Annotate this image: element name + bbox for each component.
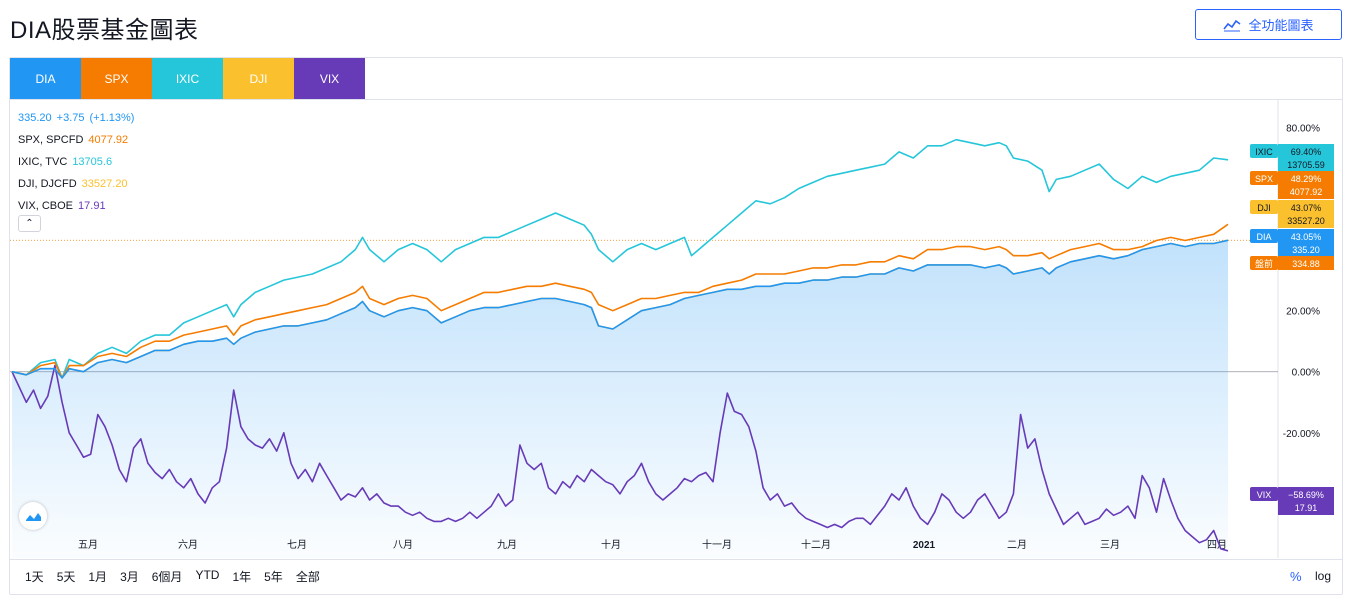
legend-row: IXIC, TVC 13705.6: [18, 151, 134, 173]
badge-box: [1278, 256, 1334, 270]
y-tick-label: -20.00%: [1283, 429, 1320, 440]
legend-value: 4077.92: [88, 134, 129, 146]
badge-name: 盤前: [1255, 258, 1273, 269]
legend: 335.20 +3.75 (+1.13%) SPX, SPCFD 4077.92 I…: [18, 107, 134, 217]
y-tick-label: 20.00%: [1286, 307, 1320, 318]
full-features-label: 全功能圖表: [1248, 18, 1314, 33]
range-button[interactable]: 1年: [232, 570, 252, 584]
legend-row: DJI, DJCFD 33527.20: [18, 173, 134, 195]
legend-value: 33527.20: [81, 178, 128, 190]
badge-tag: [1250, 256, 1278, 270]
legend-main-row: 335.20 +3.75 (+1.13%): [18, 107, 134, 129]
badge-box: [1278, 144, 1334, 172]
badge-box: [1278, 229, 1334, 257]
range-button[interactable]: 1月: [88, 570, 108, 584]
legend-symbol: IXIC, TVC: [18, 156, 68, 168]
badge-value: 4077.92: [1290, 187, 1323, 197]
tab-ixic[interactable]: IXIC: [152, 58, 223, 99]
range-button[interactable]: 5年: [264, 570, 283, 584]
legend-symbol: SPX, SPCFD: [18, 134, 84, 146]
bottom-divider: [10, 559, 1342, 560]
badge-name: DIA: [1256, 232, 1271, 242]
series-line-vix[interactable]: [11, 364, 1229, 552]
full-features-button[interactable]: 全功能圖表: [1195, 9, 1342, 40]
legend-symbol: DJI, DJCFD: [18, 178, 77, 190]
tab-vix[interactable]: VIX: [294, 58, 365, 99]
legend-row: VIX, CBOE 17.91: [18, 195, 134, 217]
page-title: DIA股票基金圖表: [10, 17, 199, 44]
range-button[interactable]: 3月: [120, 570, 139, 584]
tab-spx[interactable]: SPX: [81, 58, 152, 99]
badge-tag: [1250, 200, 1278, 214]
tab-divider: [10, 99, 1342, 100]
log-scale-button[interactable]: log: [1315, 569, 1332, 583]
range-button[interactable]: 全部: [295, 570, 320, 584]
series-line-ixic[interactable]: [11, 138, 1229, 379]
chart-icon: [1223, 19, 1241, 31]
badge-pct: 43.05%: [1291, 232, 1322, 242]
legend-collapse-button[interactable]: ⌃: [18, 215, 41, 232]
tab-dia[interactable]: DIA: [10, 58, 81, 99]
percent-scale-button[interactable]: %: [1290, 569, 1302, 584]
badge-name: DJI: [1257, 203, 1271, 213]
legend-symbol: VIX, CBOE: [18, 200, 74, 212]
legend-main-price: 335.20: [18, 112, 52, 124]
badge-box: [1278, 200, 1334, 228]
series-line-dia[interactable]: [11, 239, 1229, 379]
badge-pct: 48.29%: [1291, 174, 1322, 184]
legend-value: 13705.6: [72, 156, 113, 168]
range-button[interactable]: 5天: [56, 570, 76, 584]
dia-area-fill: [12, 240, 1228, 558]
range-selector: 1天 5天 1月 3月 6個月 YTD 1年 5年 全部: [25, 568, 333, 585]
legend-main-change: +3.75: [56, 112, 85, 124]
tradingview-logo[interactable]: [19, 502, 47, 530]
badge-pct: −58.69%: [1288, 490, 1324, 500]
badge-tag: [1250, 171, 1278, 185]
badge-value: 334.88: [1292, 259, 1320, 269]
badge-box: [1278, 171, 1334, 199]
symbol-tabs: DIA SPX IXIC DJI VIX: [10, 58, 365, 99]
legend-row: SPX, SPCFD 4077.92: [18, 129, 134, 151]
chart-plot[interactable]: 80.00%60.00%40.00%20.00%0.00%-20.00%-40.…: [10, 58, 1342, 558]
badge-tag: [1250, 229, 1278, 243]
badge-value: 335.20: [1292, 245, 1320, 255]
badge-pct: 43.07%: [1291, 203, 1322, 213]
badge-value: 17.91: [1295, 503, 1318, 513]
legend-value: 17.91: [78, 200, 106, 212]
cloud-logo-icon: [26, 513, 41, 521]
badge-pct: 69.40%: [1291, 147, 1322, 157]
badge-tag: [1250, 144, 1278, 158]
range-button[interactable]: 6個月: [151, 570, 183, 584]
badge-value: 33527.20: [1287, 216, 1325, 226]
range-button[interactable]: YTD: [195, 568, 220, 582]
range-button[interactable]: 1天: [25, 570, 44, 584]
badge-tag: [1250, 487, 1278, 501]
series-line-spx[interactable]: [11, 223, 1229, 379]
badge-value: 13705.59: [1287, 160, 1325, 170]
y-tick-label: 0.00%: [1292, 368, 1320, 379]
tab-dji[interactable]: DJI: [223, 58, 294, 99]
badge-name: VIX: [1257, 490, 1272, 500]
badge-name: SPX: [1255, 174, 1273, 184]
badge-name: IXIC: [1255, 147, 1273, 157]
legend-main-change-pct: (+1.13%): [89, 112, 135, 124]
badge-box: [1278, 487, 1334, 515]
y-tick-label: 80.00%: [1286, 123, 1320, 134]
